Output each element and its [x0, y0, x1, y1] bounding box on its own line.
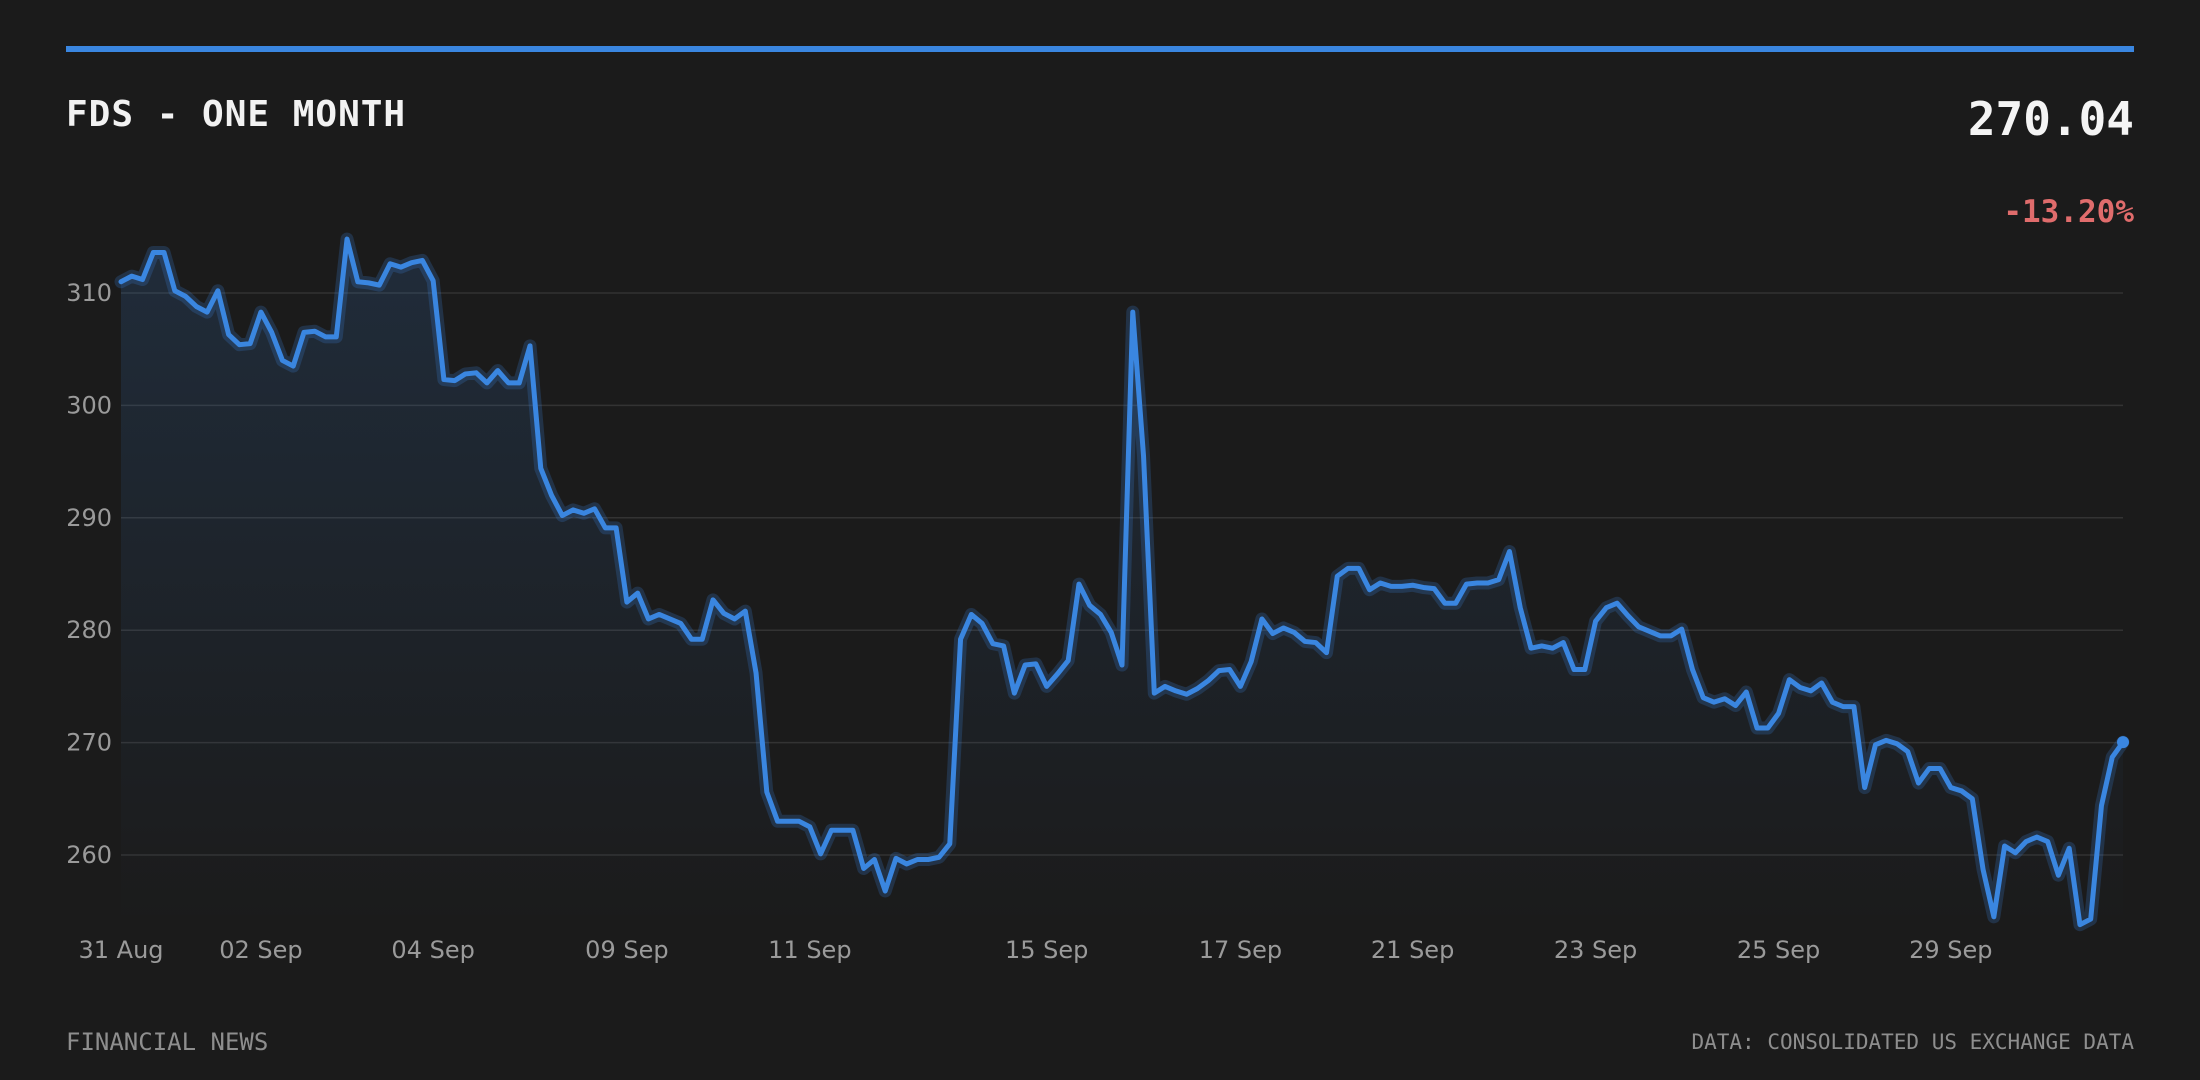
- x-tick-label: 02 Sep: [219, 936, 302, 964]
- footer-source-left: FINANCIAL NEWS: [66, 1028, 269, 1056]
- x-tick-label: 11 Sep: [768, 936, 851, 964]
- y-tick-label: 310: [66, 279, 112, 307]
- price-line: [118, 236, 2126, 928]
- footer-source-right: DATA: CONSOLIDATED US EXCHANGE DATA: [1691, 1030, 2134, 1054]
- y-tick-label: 260: [66, 841, 112, 869]
- price-area-fill: [121, 239, 2123, 925]
- current-price: 270.04: [1967, 92, 2134, 146]
- x-axis-ticks: 31 Aug 02 Sep 04 Sep 09 Sep 11 Sep 15 Sep 17 S…: [78, 936, 1992, 964]
- x-tick-label: 21 Sep: [1371, 936, 1454, 964]
- x-tick-label: 17 Sep: [1199, 936, 1282, 964]
- x-tick-label: 31 Aug: [78, 936, 163, 964]
- x-tick-label: 15 Sep: [1005, 936, 1088, 964]
- accent-bar: [66, 46, 2134, 52]
- y-tick-label: 280: [66, 616, 112, 644]
- y-axis-ticks: 260 270 280 290 300 310: [66, 279, 112, 869]
- price-chart: 260 270 280 290 300 310 31 Aug 02 Sep 04 Sep 09 …: [66, 232, 2130, 964]
- x-tick-label: 04 Sep: [391, 936, 474, 964]
- y-tick-label: 270: [66, 729, 112, 757]
- y-tick-label: 290: [66, 504, 112, 532]
- last-price-marker: [2117, 736, 2129, 749]
- x-tick-label: 09 Sep: [585, 936, 668, 964]
- y-tick-label: 300: [66, 391, 112, 419]
- percent-change: -13.20%: [2003, 194, 2134, 230]
- x-tick-label: 29 Sep: [1909, 936, 1992, 964]
- x-tick-label: 25 Sep: [1737, 936, 1820, 964]
- chart-title: FDS - ONE MONTH: [66, 94, 407, 135]
- x-tick-label: 23 Sep: [1554, 936, 1637, 964]
